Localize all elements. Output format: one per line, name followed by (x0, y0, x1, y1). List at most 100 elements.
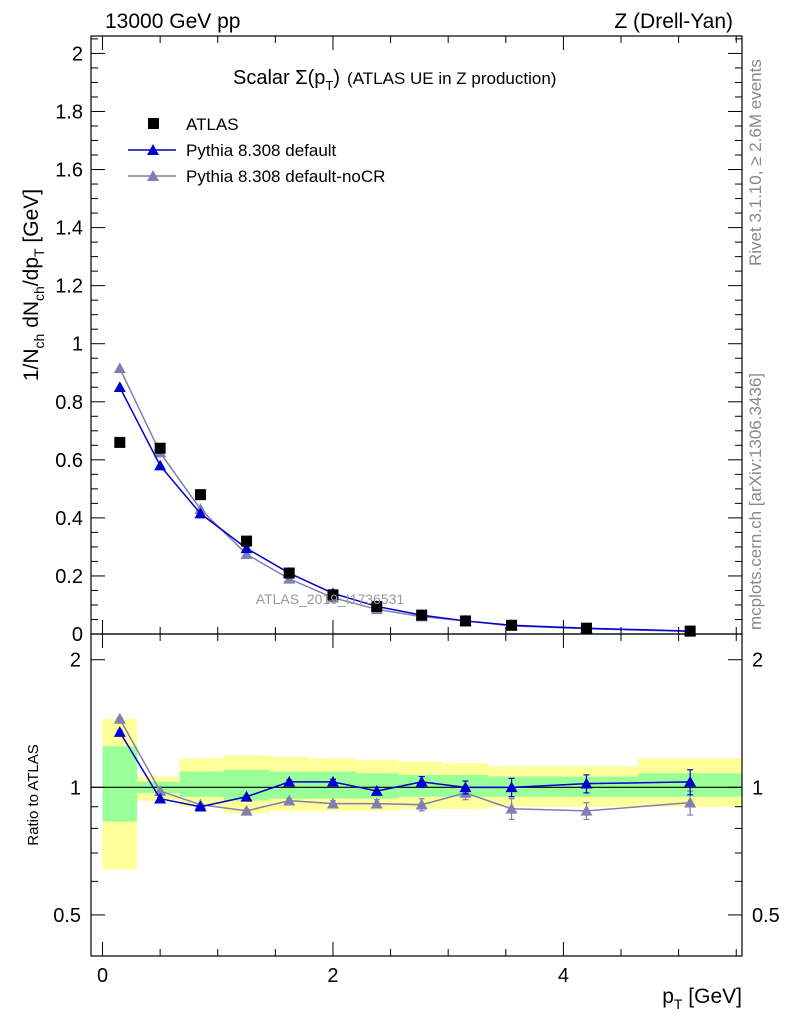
ratio-point-default (459, 781, 472, 793)
ylabel-part-3: ch (31, 286, 47, 301)
ratio-point-nocr (505, 802, 518, 814)
legend-item-nocr: Pythia 8.308 default-noCR (128, 167, 385, 186)
main-title-sub: T (325, 78, 333, 93)
legend-label-nocr: Pythia 8.308 default-noCR (186, 167, 385, 186)
ratio-y-tick-label-right: 1 (752, 777, 763, 799)
data-point-atlas (154, 442, 166, 454)
data-point-atlas (416, 609, 428, 621)
x-axis-label: pT [GeV] (662, 985, 742, 1012)
x-axis-label-main: p (662, 985, 674, 1008)
ratio-point-nocr (415, 798, 428, 810)
ratio-point-nocr (326, 797, 339, 809)
ratio-line-nocr (119, 718, 691, 812)
ratio-point-default (505, 781, 518, 793)
x-tick-label: 4 (558, 965, 569, 987)
uncertainty-band-inner (102, 746, 138, 822)
ratio-point-nocr (240, 804, 253, 816)
y-tick-label: 0.2 (55, 566, 83, 588)
y-tick-label: 1.6 (55, 160, 83, 182)
main-y-axis-label: 1/Nch dNch/dpT [GeV] (20, 189, 47, 381)
data-point-default (154, 459, 167, 471)
ratio-panel: 0.5 0.5 1 1 2 2 0 2 4 Ratio to ATLAS pT [GeV] (25, 633, 780, 1012)
ratio-point-default (154, 792, 167, 804)
ratio-data-layer (91, 712, 742, 870)
main-title: Scalar Σ(pT) (ATLAS UE in Z production) (233, 67, 556, 93)
ratio-point-default (684, 775, 697, 787)
data-point-nocr (240, 548, 253, 559)
y-tick-label: 1 (72, 334, 83, 356)
y-tick-label: 0.6 (55, 450, 83, 472)
y-tick-label: 0 (72, 624, 83, 646)
header-left: 13000 GeV pp (105, 10, 240, 33)
data-point-atlas (684, 625, 696, 637)
uncertainty-band-inner (179, 771, 224, 797)
main-title-tail: (ATLAS UE in Z production) (347, 69, 556, 88)
ylabel-part-0: 1/N (20, 348, 43, 381)
ratio-y-axis-label: Ratio to ATLAS (25, 744, 42, 845)
ratio-y-tick-label-right: 0.5 (752, 905, 780, 927)
ratio-point-default (580, 777, 593, 789)
ylabel-part-2: dN (20, 301, 43, 334)
ratio-point-nocr (370, 797, 383, 809)
ylabel-part-5: T (31, 248, 47, 257)
legend-item-default: Pythia 8.308 default (128, 141, 337, 160)
ylabel-part-4: /dp (20, 257, 43, 286)
ratio-point-default (415, 775, 428, 787)
header-right: Z (Drell-Yan) (614, 10, 733, 33)
data-point-nocr (113, 362, 126, 374)
ratio-line-default (119, 731, 691, 808)
main-title-close: ) (333, 67, 340, 89)
data-point-atlas (283, 567, 295, 579)
ratio-point-nocr (580, 804, 593, 816)
analysis-watermark: ATLAS_2019_I1736531 (256, 591, 405, 607)
ratio-point-default (240, 790, 253, 802)
ratio-point-nocr (684, 796, 697, 808)
ratio-point-nocr (113, 712, 126, 724)
ratio-point-default (326, 775, 339, 787)
series-line-default (119, 386, 691, 632)
legend-item-atlas: ATLAS (148, 115, 239, 134)
legend-marker-default (147, 144, 159, 155)
rivet-version-label: Rivet 3.1.10, ≥ 2.6M events (746, 59, 765, 266)
data-point-default (194, 507, 207, 519)
legend-marker-nocr (147, 170, 159, 181)
x-tick-label: 0 (97, 965, 108, 987)
legend-label-atlas: ATLAS (186, 115, 239, 134)
ratio-y-tick-label: 0.5 (53, 905, 81, 927)
x-axis-label-tail: [GeV] (682, 985, 742, 1008)
mcplots-source-label: mcplots.cern.ch [arXiv:1306.3436] (746, 372, 765, 630)
main-panel: 00.20.40.60.811.21.41.61.82 Scalar Σ(pT)… (20, 35, 743, 646)
y-tick-label: 1.2 (55, 276, 83, 298)
x-tick-label: 2 (327, 965, 338, 987)
data-point-default (240, 542, 253, 554)
data-point-atlas (580, 622, 592, 634)
y-tick-label: 1.4 (55, 218, 83, 240)
main-data-layer (113, 362, 697, 637)
ratio-frame (90, 633, 743, 957)
ratio-point-default (113, 726, 126, 737)
data-point-default (113, 381, 126, 393)
legend-marker-atlas (148, 118, 159, 129)
y-tick-label: 0.8 (55, 392, 83, 414)
ratio-y-tick-label: 2 (70, 650, 81, 672)
y-tick-label: 0.4 (55, 508, 83, 530)
ratio-point-default (370, 785, 383, 796)
data-point-atlas (506, 619, 518, 631)
ylabel-part-1: ch (31, 334, 47, 349)
ratio-point-nocr (283, 794, 296, 806)
ratio-point-default (194, 800, 207, 812)
main-title-main: Scalar Σ(p (233, 67, 325, 89)
data-point-atlas (327, 589, 339, 601)
data-point-atlas (114, 436, 126, 448)
ylabel-part-6: [GeV] (20, 189, 43, 249)
ratio-y-tick-label: 1 (70, 777, 81, 799)
ratio-axes: 0.5 0.5 1 1 2 2 0 2 4 (53, 634, 780, 987)
legend-label-default: Pythia 8.308 default (186, 141, 337, 160)
y-tick-label: 2 (72, 43, 83, 65)
data-point-atlas (371, 600, 383, 612)
data-point-atlas (459, 615, 471, 627)
data-point-atlas (241, 535, 253, 547)
ratio-y-tick-label-right: 2 (752, 650, 763, 672)
ratio-point-default (283, 775, 296, 787)
